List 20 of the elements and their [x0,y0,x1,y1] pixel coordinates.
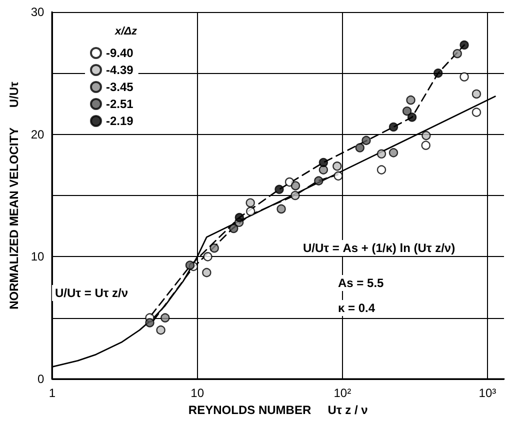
x-tick-label: 1 [48,386,56,400]
y-tick-label: 0 [38,372,45,386]
legend-label: -2.51 [106,97,134,111]
y-tick-label: 30 [30,5,45,19]
annotation: U/Uτ = Uτ z/ν [55,286,128,300]
annotation: U/Uτ = As + (1/κ) ln (Uτ z/ν) [303,241,456,255]
legend-title: x/Δz [114,26,138,38]
y-tick-label: 10 [30,250,45,264]
x-axis-title: REYNOLDS NUMBER Uτ z / ν [188,402,368,417]
x-tick-label: 10 [190,386,204,400]
y-tick-label: 20 [30,127,45,142]
x-tick-label: 10² [334,386,352,400]
annotation: κ = 0.4 [338,301,376,315]
annotation: As = 5.5 [338,276,384,290]
y-axis-title: NORMALIZED MEAN VELOCITY U/Uτ [7,80,21,310]
legend-label: -4.39 [106,63,134,77]
legend-label: -2.19 [106,114,134,128]
legend-label: -9.40 [106,46,134,60]
x-tick-label: 10³ [478,386,496,400]
legend-label: -3.45 [106,80,134,94]
